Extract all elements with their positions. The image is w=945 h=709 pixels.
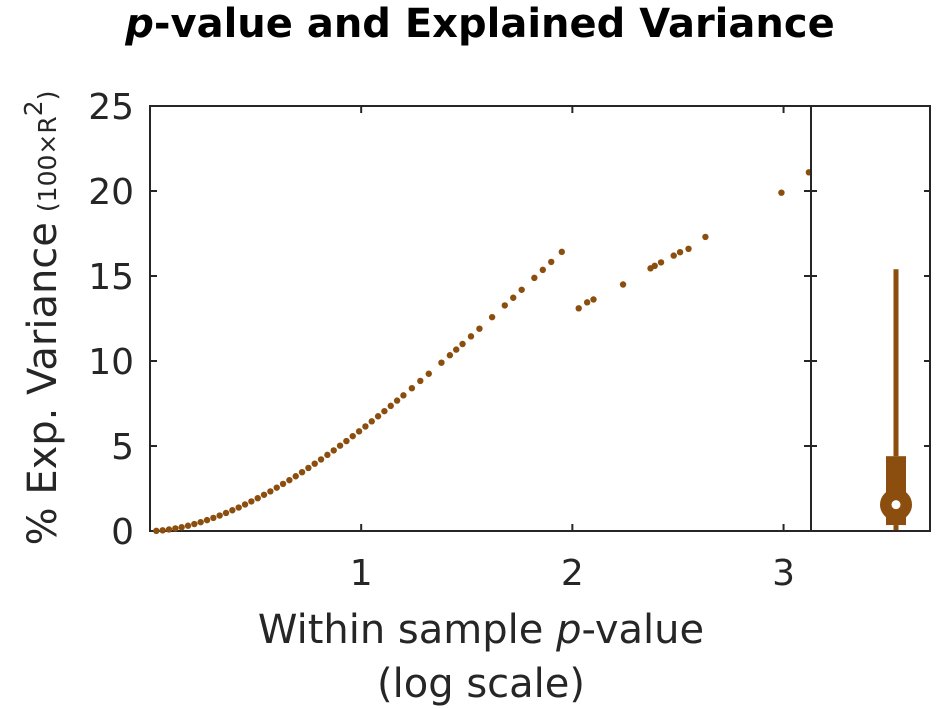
scatter-point [165, 526, 173, 533]
main-plot-tick-labels: 0 5 10 15 20 25 1 2 3 [88, 87, 795, 594]
scatter-point [210, 514, 217, 522]
main-plot-ticks [150, 105, 811, 532]
scatter-point [305, 464, 312, 472]
scatter-point [279, 480, 287, 488]
scatter-point [298, 468, 306, 476]
y-tick-label: 20 [88, 172, 134, 213]
scatter-point [349, 432, 356, 440]
scatter-point [575, 305, 582, 312]
y-tick-label: 0 [111, 512, 134, 553]
scatter-point [178, 524, 185, 531]
scatter-point [676, 249, 684, 256]
y-axis-label-close: ) [33, 91, 62, 101]
scatter-point [518, 286, 525, 293]
scatter-point [235, 504, 242, 511]
scatter-point [286, 476, 293, 484]
scatter-point [583, 299, 591, 306]
scatter-point [216, 512, 223, 519]
scatter-point [488, 313, 496, 321]
main-plot-frame [149, 105, 812, 532]
scatter-point [241, 501, 249, 508]
scatter-point [197, 518, 204, 526]
y-tick-label: 15 [88, 257, 134, 298]
scatter-point [558, 248, 566, 256]
scatter-point [248, 498, 255, 505]
x-tick-label: 2 [561, 553, 584, 594]
main-plot-area: 0 5 10 15 20 25 1 2 3 [88, 87, 813, 594]
scatter-point [400, 392, 407, 399]
scatter-point [417, 377, 424, 385]
chart-title: p-value and Explained Variance [124, 1, 834, 47]
scatter-point [539, 266, 546, 274]
scatter-point [548, 258, 555, 266]
scatter-point [393, 397, 401, 404]
scatter-point [343, 437, 350, 445]
scatter-point [476, 325, 483, 332]
scatter-point [159, 527, 166, 534]
scatter-point [374, 413, 382, 420]
scatter-point [292, 473, 299, 480]
scatter-point [336, 442, 344, 449]
scatter-point [324, 451, 331, 459]
scatter-point [153, 527, 160, 535]
scatter-point [670, 252, 677, 259]
scatter-point [362, 423, 369, 430]
boxplot-median-dot [891, 500, 901, 510]
y-axis-label-unit: (100×R [33, 116, 62, 212]
marginal-plot-ticks [811, 105, 930, 532]
scatter-point [191, 520, 198, 528]
scatter-point [381, 407, 388, 415]
x-tick-label: 3 [772, 553, 795, 594]
scatter-point [267, 488, 274, 495]
chart-title-italic: p [124, 1, 154, 47]
scatter-point [453, 346, 460, 353]
scatter-point [203, 516, 211, 524]
scatter-point [501, 302, 508, 309]
scatter-point [590, 296, 597, 303]
scatter-point [425, 370, 432, 377]
scatter-point [408, 385, 416, 392]
y-tick-label: 5 [111, 427, 134, 468]
scatter-point [619, 281, 627, 288]
scatter-point [387, 402, 394, 410]
scatter-point [311, 460, 318, 467]
scatter-point [222, 509, 230, 517]
boxplot [880, 269, 912, 531]
scatter-point [685, 245, 692, 252]
scatter-point [355, 428, 363, 435]
scatter-point [510, 294, 517, 301]
scatter-point [229, 507, 236, 514]
scatter-point [651, 262, 658, 269]
x-tick-label: 1 [350, 553, 373, 594]
scatter-point [438, 359, 445, 366]
scatter-point [172, 525, 179, 532]
chart-title-rest: -value and Explained Variance [154, 1, 835, 47]
scatter-point [368, 418, 375, 425]
y-tick-label: 10 [88, 342, 134, 383]
scatter-point [254, 494, 261, 502]
scatter-point [778, 189, 785, 196]
x-axis-label-line1: Within sample p-value [258, 607, 704, 653]
scatter-point [273, 484, 280, 491]
marginal-boxplot-area [810, 105, 931, 532]
scatter-point [184, 522, 192, 529]
scatter-point [531, 274, 538, 282]
y-tick-label: 25 [88, 87, 134, 128]
y-axis-label-main: % Exp. Variance [20, 222, 66, 545]
y-axis-label-superscript: 2 [19, 100, 48, 116]
scatter-points [153, 169, 813, 535]
scatter-point [260, 491, 268, 498]
marginal-plot-frame [810, 105, 931, 532]
scatter-point [657, 259, 665, 266]
scatter-point [702, 233, 709, 241]
scatter-point [317, 456, 325, 463]
scatter-point [467, 333, 475, 340]
scatter-point [446, 352, 454, 359]
scatter-point [330, 447, 337, 454]
y-axis-label: % Exp. Variance (100×R2) [19, 91, 66, 546]
x-axis-label-line2: (log scale) [377, 661, 585, 707]
scatter-point [459, 340, 466, 348]
